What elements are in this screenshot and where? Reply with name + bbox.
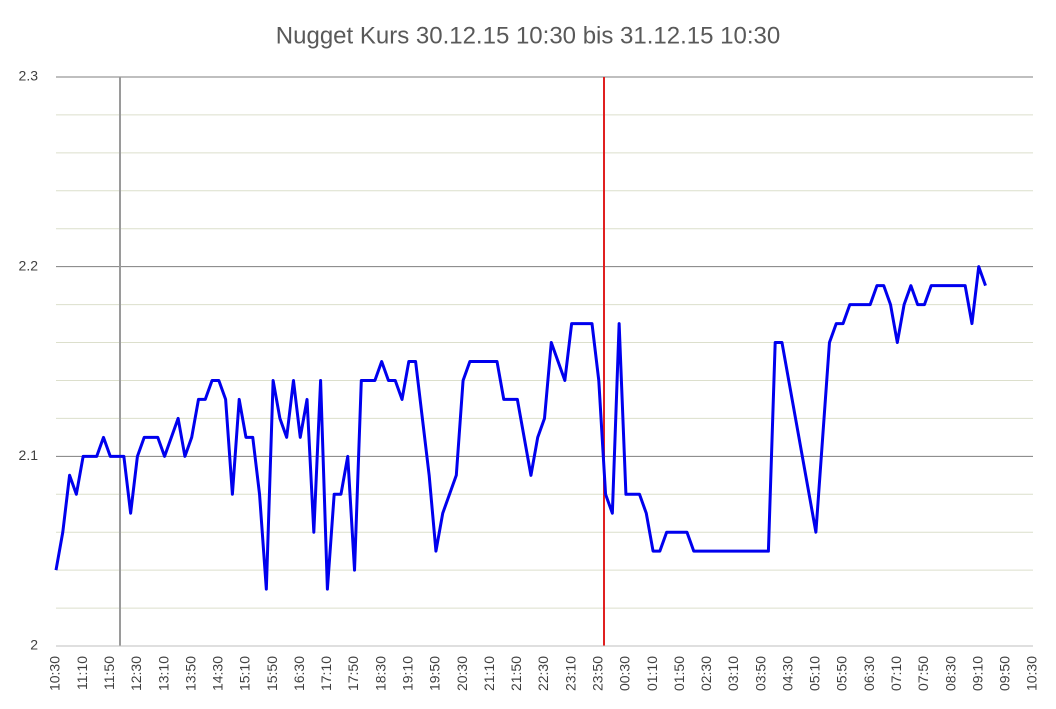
x-tick-label: 10:30 bbox=[1024, 656, 1040, 691]
x-tick-label: 13:10 bbox=[155, 656, 171, 691]
x-tick-label: 05:10 bbox=[807, 656, 823, 691]
x-tick-label: 00:30 bbox=[617, 656, 633, 691]
x-tick-label: 13:50 bbox=[182, 656, 198, 691]
chart-title: Nugget Kurs 30.12.15 10:30 bis 31.12.15 … bbox=[276, 22, 780, 49]
x-tick-label: 09:50 bbox=[997, 656, 1013, 691]
x-tick-label: 23:50 bbox=[589, 656, 605, 691]
x-tick-label: 11:10 bbox=[74, 656, 90, 690]
x-tick-label: 10:30 bbox=[47, 656, 63, 691]
x-tick-label: 11:50 bbox=[101, 656, 117, 690]
y-tick-label: 2.3 bbox=[19, 68, 39, 84]
x-tick-label: 01:50 bbox=[671, 656, 687, 691]
x-tick-label: 22:30 bbox=[535, 656, 551, 691]
x-tick-label: 19:50 bbox=[427, 656, 443, 691]
data-line bbox=[54, 265, 987, 591]
x-tick-label: 09:10 bbox=[969, 656, 985, 691]
x-tick-label: 02:30 bbox=[698, 656, 714, 691]
x-tick-label: 12:30 bbox=[128, 656, 144, 691]
x-tick-label: 21:50 bbox=[508, 656, 524, 691]
x-tick-label: 06:30 bbox=[861, 656, 877, 691]
x-tick-label: 23:10 bbox=[562, 656, 578, 691]
x-tick-label: 21:10 bbox=[481, 656, 497, 691]
x-tick-label: 17:50 bbox=[345, 656, 361, 691]
x-tick-label: 05:50 bbox=[834, 656, 850, 691]
x-tick-label: 17:10 bbox=[318, 656, 334, 691]
x-tick-label: 14:30 bbox=[210, 656, 226, 691]
x-tick-label: 03:50 bbox=[752, 656, 768, 691]
x-tick-label: 07:50 bbox=[915, 656, 931, 691]
y-tick-label: 2 bbox=[30, 637, 38, 653]
y-tick-label: 2.1 bbox=[19, 447, 39, 463]
x-tick-label: 07:10 bbox=[888, 656, 904, 691]
x-tick-label: 20:30 bbox=[454, 656, 470, 691]
x-tick-label: 04:30 bbox=[779, 656, 795, 691]
y-tick-label: 2.2 bbox=[19, 257, 39, 273]
x-tick-label: 16:30 bbox=[291, 656, 307, 691]
x-tick-label: 08:30 bbox=[942, 656, 958, 691]
grid bbox=[56, 76, 1033, 647]
x-tick-label: 18:30 bbox=[372, 656, 388, 691]
x-tick-label: 15:50 bbox=[264, 656, 280, 691]
x-tick-label: 19:10 bbox=[400, 656, 416, 691]
x-tick-label: 01:10 bbox=[644, 656, 660, 691]
x-tick-label: 15:10 bbox=[237, 656, 253, 691]
x-tick-label: 03:10 bbox=[725, 656, 741, 691]
